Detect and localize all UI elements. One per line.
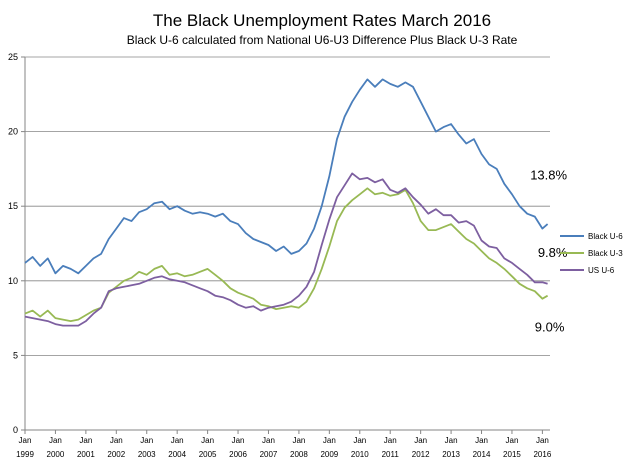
x-tick-label-month: Jan — [110, 436, 123, 445]
y-tick-label: 20 — [8, 127, 18, 137]
x-tick-label-month: Jan — [201, 436, 214, 445]
x-tick-label-month: Jan — [292, 436, 305, 445]
y-tick-label: 15 — [8, 201, 18, 211]
annotations: 13.8% 9.8% 9.0% — [530, 167, 568, 334]
x-tick-label-month: Jan — [536, 436, 549, 445]
x-tick-label-year: 2007 — [260, 450, 278, 459]
x-tick-label-year: 2014 — [473, 450, 491, 459]
legend: Black U-6 Black U-3 US U-6 — [560, 232, 623, 275]
y-axis: 0 5 10 15 20 25 — [8, 52, 26, 435]
y-tick-label: 25 — [8, 52, 18, 62]
chart-title: The Black Unemployment Rates March 2016 — [153, 11, 491, 30]
x-tick-label-month: Jan — [475, 436, 488, 445]
x-tick-label-month: Jan — [445, 436, 458, 445]
legend-label-black-u-3: Black U-3 — [588, 249, 623, 258]
x-tick-label-year: 2003 — [138, 450, 156, 459]
x-tick-label-year: 2004 — [168, 450, 186, 459]
y-tick-label: 5 — [13, 350, 18, 360]
y-tick-label: 10 — [8, 276, 18, 286]
x-tick-label-year: 2006 — [229, 450, 247, 459]
x-tick-label-year: 2010 — [351, 450, 369, 459]
x-tick-label-year: 2013 — [442, 450, 460, 459]
x-tick-label-year: 2009 — [320, 450, 338, 459]
x-tick-label-month: Jan — [49, 436, 62, 445]
x-tick-label-year: 2002 — [107, 450, 125, 459]
x-tick-label-year: 2016 — [533, 450, 551, 459]
value-annotation: 9.0% — [535, 320, 565, 335]
x-tick-label-month: Jan — [353, 436, 366, 445]
series-line-black-u-6 — [24, 78, 549, 275]
y-tick-label: 0 — [13, 425, 18, 435]
gridlines — [25, 56, 550, 356]
x-tick-label-year: 2011 — [382, 450, 400, 459]
chart-subtitle: Black U-6 calculated from National U6-U3… — [127, 33, 518, 47]
legend-label-black-u-6: Black U-6 — [588, 232, 623, 241]
x-tick-label-month: Jan — [171, 436, 184, 445]
x-tick-label-month: Jan — [19, 436, 32, 445]
x-tick-label-year: 2001 — [77, 450, 95, 459]
x-tick-label-year: 2005 — [199, 450, 217, 459]
x-tick-label-month: Jan — [384, 436, 397, 445]
x-tick-label-month: Jan — [79, 436, 92, 445]
x-tick-label-month: Jan — [262, 436, 275, 445]
x-tick-label-year: 2008 — [290, 450, 308, 459]
x-tick-label-year: 2000 — [47, 450, 65, 459]
x-axis: Jan 1999 Jan 2000 Jan 2001 Jan 2002 Jan 2003 Jan 20… — [16, 429, 552, 459]
value-annotation: 13.8% — [530, 167, 567, 182]
series-line-us-u-6 — [24, 172, 548, 327]
x-tick-label-year: 2015 — [503, 450, 521, 459]
series-lines — [24, 78, 549, 327]
x-tick-label-year: 2012 — [412, 450, 430, 459]
x-tick-label-month: Jan — [323, 436, 336, 445]
x-tick-label-year: 1999 — [16, 450, 34, 459]
x-tick-label-month: Jan — [140, 436, 153, 445]
value-annotation: 9.8% — [538, 245, 568, 260]
x-tick-label-month: Jan — [414, 436, 427, 445]
x-tick-label-month: Jan — [506, 436, 519, 445]
x-tick-label-month: Jan — [232, 436, 245, 445]
legend-label-us-u-6: US U-6 — [588, 266, 615, 275]
